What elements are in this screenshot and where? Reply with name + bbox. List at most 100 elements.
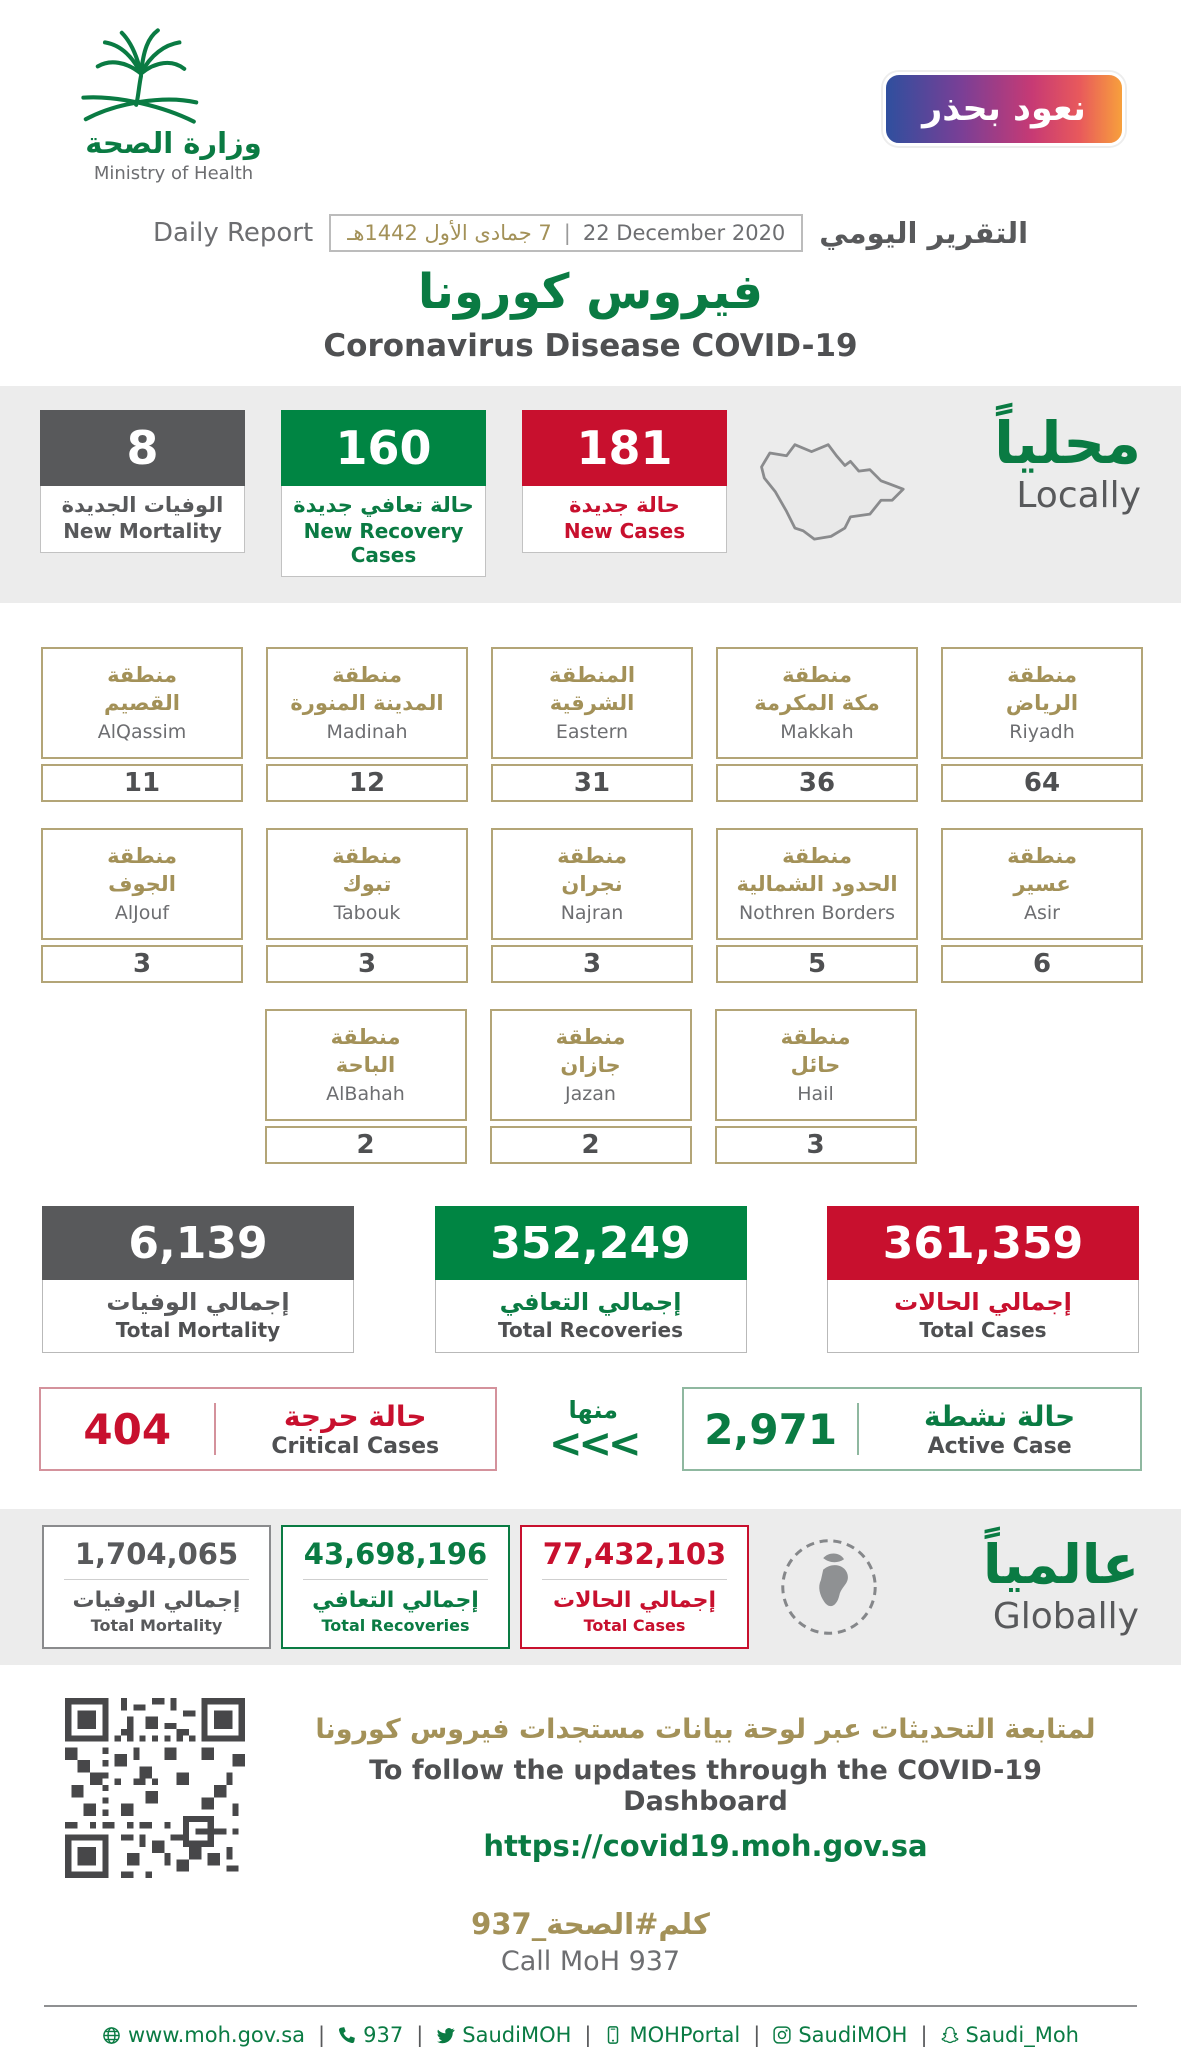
footer-twitter-link[interactable]: SaudiMOH (436, 2023, 571, 2047)
region-card-aljouf: منطقة الجوف AlJouf 3 (41, 828, 243, 983)
global-recoveries-stat: 43,698,196 إجمالي التعافي Total Recoveri… (281, 1525, 510, 1649)
region-count: 12 (266, 764, 468, 802)
region-count: 6 (941, 945, 1143, 983)
global-recoveries-label-ar: إجمالي التعافي (312, 1588, 479, 1613)
region-count: 2 (264, 1126, 467, 1164)
globally-heading-en: Globally (992, 1595, 1139, 1637)
region-card-alqassim: منطقة القصيم AlQassim 11 (41, 647, 243, 802)
region-count: 5 (716, 945, 918, 983)
camera-icon (773, 2026, 791, 2044)
total-mortality-value: 6,139 (42, 1206, 354, 1280)
region-count: 2 (489, 1126, 692, 1164)
global-cases-label-en: Total Cases (583, 1616, 686, 1635)
region-ar: منطقة (1007, 662, 1077, 687)
region-card-makkah: منطقة مكة المكرمة Makkah 36 (716, 647, 918, 802)
global-recoveries-value: 43,698,196 (303, 1537, 488, 1571)
call-moh-en: Call MoH 937 (500, 1946, 681, 1977)
logo-english-name: Ministry of Health (93, 163, 254, 184)
new-mortality-label-ar: الوفيات الجديدة (61, 493, 224, 517)
dashboard-text-ar: لمتابعة التحديثات عبر لوحة بيانات مستجدا… (315, 1713, 1096, 1745)
region-card-najran: منطقة نجران Najran 3 (491, 828, 693, 983)
footer-snapchat-link[interactable]: Saudi_Moh (941, 2023, 1079, 2047)
regions-grid: منطقة الرياض Riyadh 64 منطقة مكة المكرمة Mak… (0, 647, 1181, 1164)
new-recoveries-label-en: New Recovery Cases (303, 519, 464, 567)
regions-row-3: منطقة حائل Hail 3 منطقة جازان Jazan 2 منطقة ا… (0, 1009, 1181, 1164)
global-cases-stat: 77,432,103 إجمالي الحالات Total Cases (520, 1525, 749, 1649)
separator: | (318, 2023, 326, 2047)
global-mortality-stat: 1,704,065 إجمالي الوفيات Total Mortality (42, 1525, 271, 1649)
new-recoveries-stat: 160 حالة تعافي جديدة New Recovery Cases (281, 410, 486, 577)
saudi-map-icon (745, 428, 917, 560)
region-card-asir: منطقة عسير Asir 6 (941, 828, 1143, 983)
new-mortality-value: 8 (40, 410, 245, 486)
dashboard-text: لمتابعة التحديثات عبر لوحة بيانات مستجدا… (292, 1714, 1119, 1863)
globally-section: 1,704,065 إجمالي الوفيات Total Mortality… (0, 1509, 1181, 1665)
locally-section: 8 الوفيات الجديدة New Mortality 160 حالة… (0, 386, 1181, 603)
total-recoveries-label-ar: إجمالي التعافي (499, 1288, 682, 1316)
total-mortality-label-en: Total Mortality (115, 1318, 281, 1342)
active-cases-label-en: Active Case (927, 1433, 1072, 1459)
total-mortality-stat: 6,139 إجمالي الوفيات Total Mortality (42, 1206, 354, 1353)
footer-links: www.moh.gov.sa | 937 | SaudiMOH | MOHPor… (0, 2023, 1181, 2047)
new-mortality-label-en: New Mortality (63, 519, 222, 543)
report-title-ar: فيروس كورونا (417, 264, 764, 320)
region-count: 11 (41, 764, 243, 802)
total-cases-value: 361,359 (827, 1206, 1139, 1280)
region-count: 3 (491, 945, 693, 983)
regions-row-1: منطقة الرياض Riyadh 64 منطقة مكة المكرمة Mak… (0, 647, 1181, 802)
critical-cases-box: 404 حالة حرجة Critical Cases (39, 1387, 497, 1471)
locally-heading-ar: محلياً (994, 409, 1141, 477)
regions-row-2: منطقة عسير Asir 6 منطقة الحدود الشمالية Noth… (0, 828, 1181, 983)
mobile-app-icon (608, 2026, 619, 2044)
global-mortality-label-en: Total Mortality (90, 1616, 223, 1635)
global-recoveries-label-en: Total Recoveries (321, 1616, 470, 1635)
total-recoveries-value: 352,249 (434, 1206, 747, 1280)
region-count: 31 (491, 764, 693, 802)
call-moh-section: كلم#الصحة_937 Call MoH 937 (0, 1907, 1181, 1977)
new-cases-stat: 181 حالة جديدة New Cases (522, 410, 727, 553)
region-count: 3 (266, 945, 468, 983)
globally-heading: عالمياً Globally (983, 1533, 1139, 1637)
daily-report-label-ar: التقرير اليومي (819, 216, 1029, 250)
active-cases-value: 2,971 (704, 1404, 838, 1454)
globe-icon (103, 2026, 120, 2044)
totals-row: 6,139 إجمالي الوفيات Total Mortality 352… (0, 1206, 1181, 1353)
region-card-madinah: منطقة المدينة المنورة Madinah 12 (266, 647, 468, 802)
new-recoveries-value: 160 (281, 410, 486, 486)
report-title-en: Coronavirus Disease COVID-19 (323, 328, 858, 364)
region-card-jazan: منطقة جازان Jazan 2 (489, 1009, 692, 1164)
new-cases-value: 181 (522, 410, 727, 486)
qr-code (62, 1695, 248, 1881)
globally-heading-ar: عالمياً (983, 1533, 1139, 1597)
region-count: 36 (716, 764, 918, 802)
region-card-northern-borders: منطقة الحدود الشمالية Nothren Borders 5 (716, 828, 918, 983)
divider (857, 1402, 860, 1456)
footer-phone-link[interactable]: 937 (338, 2023, 403, 2047)
gregorian-date: 22 December 2020 (582, 221, 786, 245)
separator: | (584, 2023, 592, 2047)
region-card-albahah: منطقة الباحة AlBahah 2 (264, 1009, 467, 1164)
critical-cases-label-ar: حالة حرجة (283, 1399, 427, 1433)
logo-arabic-name: وزارة الصحة (85, 126, 262, 160)
palm-tree-swords-icon (81, 28, 199, 124)
footer-portal-link[interactable]: MOHPortal (604, 2023, 740, 2047)
region-card-riyadh: منطقة الرياض Riyadh 64 (941, 647, 1143, 802)
snapchat-ghost-icon (941, 2026, 958, 2044)
locally-heading: محلياً Locally (994, 410, 1141, 516)
report-date-box: 7 جمادى الأول 1442هـ | 22 December 2020 (329, 214, 804, 252)
global-mortality-value: 1,704,065 (74, 1537, 239, 1571)
critical-cases-value: 404 (83, 1404, 172, 1454)
dashboard-url-link[interactable]: https://covid19.moh.gov.sa (483, 1828, 928, 1863)
hijri-date: 7 جمادى الأول 1442هـ (347, 221, 552, 245)
divider (213, 1402, 216, 1456)
footer-website-link[interactable]: www.moh.gov.sa (102, 2023, 305, 2047)
new-cases-label-ar: حالة جديدة (569, 493, 680, 517)
divider (542, 1579, 727, 1580)
page-header: وزارة الصحة Ministry of Health نعود بحذر (0, 0, 1181, 212)
active-cases-label-ar: حالة نشطة (924, 1399, 1076, 1433)
total-cases-stat: 361,359 إجمالي الحالات Total Cases (827, 1206, 1139, 1353)
footer-instagram-link[interactable]: SaudiMOH (773, 2023, 907, 2047)
date-separator: | (563, 221, 571, 245)
twitter-icon (437, 2027, 455, 2043)
region-card-tabouk: منطقة تبوك Tabouk 3 (266, 828, 468, 983)
